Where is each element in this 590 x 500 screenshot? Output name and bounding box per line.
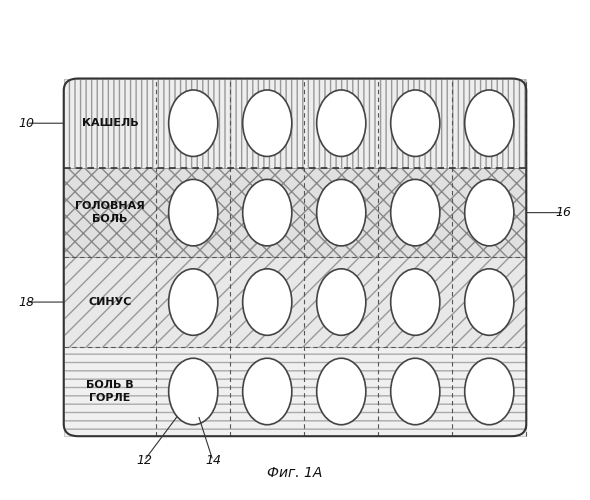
Bar bbox=[64, 258, 526, 347]
Text: 14: 14 bbox=[205, 454, 221, 467]
Text: 18: 18 bbox=[18, 296, 34, 308]
Ellipse shape bbox=[391, 90, 440, 156]
Text: Фиг. 1А: Фиг. 1А bbox=[267, 466, 323, 480]
Text: БОЛЬ В
ГОРЛЕ: БОЛЬ В ГОРЛЕ bbox=[86, 380, 134, 402]
Ellipse shape bbox=[391, 358, 440, 424]
Ellipse shape bbox=[465, 269, 514, 336]
Ellipse shape bbox=[465, 358, 514, 424]
Text: ГОЛОВНАЯ
БОЛЬ: ГОЛОВНАЯ БОЛЬ bbox=[75, 202, 145, 224]
Ellipse shape bbox=[169, 358, 218, 424]
Ellipse shape bbox=[391, 180, 440, 246]
Ellipse shape bbox=[317, 269, 366, 336]
Ellipse shape bbox=[242, 358, 292, 424]
Bar bbox=[64, 78, 526, 168]
Bar bbox=[64, 168, 526, 258]
Text: СИНУС: СИНУС bbox=[88, 297, 132, 307]
Bar bbox=[64, 168, 526, 258]
Ellipse shape bbox=[242, 90, 292, 156]
Ellipse shape bbox=[317, 90, 366, 156]
Ellipse shape bbox=[242, 180, 292, 246]
Ellipse shape bbox=[465, 180, 514, 246]
Text: 10: 10 bbox=[18, 116, 34, 130]
Ellipse shape bbox=[169, 90, 218, 156]
Text: 12: 12 bbox=[136, 454, 152, 467]
Ellipse shape bbox=[169, 180, 218, 246]
Bar bbox=[64, 347, 526, 436]
Ellipse shape bbox=[465, 90, 514, 156]
Ellipse shape bbox=[169, 269, 218, 336]
Bar bbox=[64, 347, 526, 436]
Bar bbox=[64, 258, 526, 347]
Text: КАШЕЛЬ: КАШЕЛЬ bbox=[81, 118, 138, 128]
Ellipse shape bbox=[391, 269, 440, 336]
Text: 16: 16 bbox=[556, 206, 572, 219]
Bar bbox=[64, 78, 526, 168]
Ellipse shape bbox=[317, 180, 366, 246]
Ellipse shape bbox=[317, 358, 366, 424]
Ellipse shape bbox=[242, 269, 292, 336]
